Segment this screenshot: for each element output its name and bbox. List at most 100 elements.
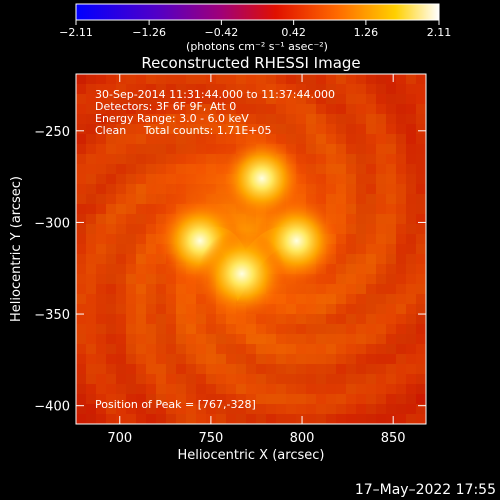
heatmap-cell — [286, 124, 296, 134]
heatmap-cell — [416, 104, 426, 114]
heatmap-cell — [366, 234, 376, 244]
heatmap-cell — [136, 84, 146, 94]
heatmap-cell — [346, 404, 356, 414]
heatmap-cell — [156, 304, 166, 314]
heatmap-cell — [396, 364, 406, 374]
heatmap-cell — [396, 174, 406, 184]
heatmap-cell — [326, 114, 336, 124]
heatmap-cell — [336, 394, 346, 404]
heatmap-cell — [226, 74, 236, 84]
heatmap-cell — [356, 384, 366, 394]
heatmap-cell — [86, 154, 96, 164]
heatmap-cell — [86, 84, 96, 94]
heatmap-cell — [376, 294, 386, 304]
heatmap-cell — [396, 134, 406, 144]
heatmap-cell — [156, 364, 166, 374]
heatmap-cell — [196, 84, 206, 94]
heatmap-cell — [306, 124, 316, 134]
heatmap-cell — [346, 334, 356, 344]
heatmap-cell — [256, 364, 266, 374]
heatmap-cell — [406, 374, 416, 384]
heatmap-cell — [316, 374, 326, 384]
heatmap-cell — [76, 274, 86, 284]
heatmap-cell — [196, 394, 206, 404]
heatmap-cell — [396, 414, 406, 424]
heatmap-cell — [246, 84, 256, 94]
heatmap-cell — [106, 184, 116, 194]
heatmap-cell — [96, 304, 106, 314]
heatmap-cell — [76, 334, 86, 344]
heatmap-cell — [156, 74, 166, 84]
heatmap-cell — [216, 364, 226, 374]
heatmap-cell — [406, 124, 416, 134]
heatmap-cell — [116, 274, 126, 284]
heatmap-cell — [386, 224, 396, 234]
heatmap-cell — [416, 274, 426, 284]
heatmap-cell — [176, 74, 186, 84]
heatmap-cell — [146, 154, 156, 164]
heatmap-cell — [126, 184, 136, 194]
heatmap-cell — [126, 84, 136, 94]
heatmap-cell — [116, 324, 126, 334]
heatmap-cell — [86, 384, 96, 394]
heatmap-cell — [216, 404, 226, 414]
heatmap-cell — [366, 114, 376, 124]
heatmap-cell — [396, 144, 406, 154]
heatmap-cell — [256, 74, 266, 84]
heatmap-cell — [136, 324, 146, 334]
heatmap-cell — [416, 174, 426, 184]
heatmap-cell — [296, 394, 306, 404]
heatmap-cell — [366, 144, 376, 154]
heatmap-cell — [116, 134, 126, 144]
heatmap-cell — [166, 74, 176, 84]
heatmap-cell — [306, 404, 316, 414]
heatmap-cell — [116, 394, 126, 404]
heatmap-cell — [186, 104, 196, 114]
heatmap-cell — [306, 364, 316, 374]
heatmap-cell — [266, 354, 276, 364]
heatmap-cell — [406, 284, 416, 294]
heatmap-cell — [396, 314, 406, 324]
heatmap-cell — [346, 74, 356, 84]
heatmap-cell — [366, 104, 376, 114]
colorbar: −2.11 −1.26 −0.42 0.42 1.26 2.11 (photons cm⁻… — [59, 3, 451, 53]
heatmap-cell — [326, 354, 336, 364]
heatmap-cell — [106, 354, 116, 364]
heatmap-cell — [106, 414, 116, 424]
heatmap-cell — [166, 114, 176, 124]
heatmap-cell — [356, 304, 366, 314]
heatmap-cell — [376, 354, 386, 364]
heatmap-cell — [126, 104, 136, 114]
heatmap-cell — [116, 234, 126, 244]
heatmap-cell — [346, 374, 356, 384]
heatmap-cell — [256, 104, 266, 114]
heatmap-cell — [306, 374, 316, 384]
heatmap-cell — [356, 174, 366, 184]
heatmap-cell — [376, 244, 386, 254]
heatmap-cell — [136, 344, 146, 354]
heatmap-cell — [316, 84, 326, 94]
heatmap-cell — [156, 84, 166, 94]
heatmap-cell — [106, 394, 116, 404]
heatmap-cell — [336, 334, 346, 344]
heatmap-cell — [96, 144, 106, 154]
heatmap-cell — [176, 104, 186, 114]
heatmap-cell — [386, 364, 396, 374]
heatmap-cell — [116, 124, 126, 134]
heatmap-cell — [146, 404, 156, 414]
heatmap-cell — [76, 94, 86, 104]
heatmap-cell — [356, 94, 366, 104]
plot-frame — [75, 73, 427, 425]
heatmap-cell — [86, 164, 96, 174]
heatmap-cell — [206, 94, 216, 104]
heatmap-cell — [156, 94, 166, 104]
heatmap-cell — [346, 124, 356, 134]
heatmap-cell — [76, 144, 86, 154]
heatmap-cell — [386, 354, 396, 364]
heatmap-cell — [186, 364, 196, 374]
heatmap-cell — [396, 394, 406, 404]
heatmap-cell — [386, 104, 396, 114]
colorbar-tick-label: −1.26 — [132, 26, 166, 39]
heatmap-cell — [86, 124, 96, 134]
heatmap-cell — [106, 194, 116, 204]
